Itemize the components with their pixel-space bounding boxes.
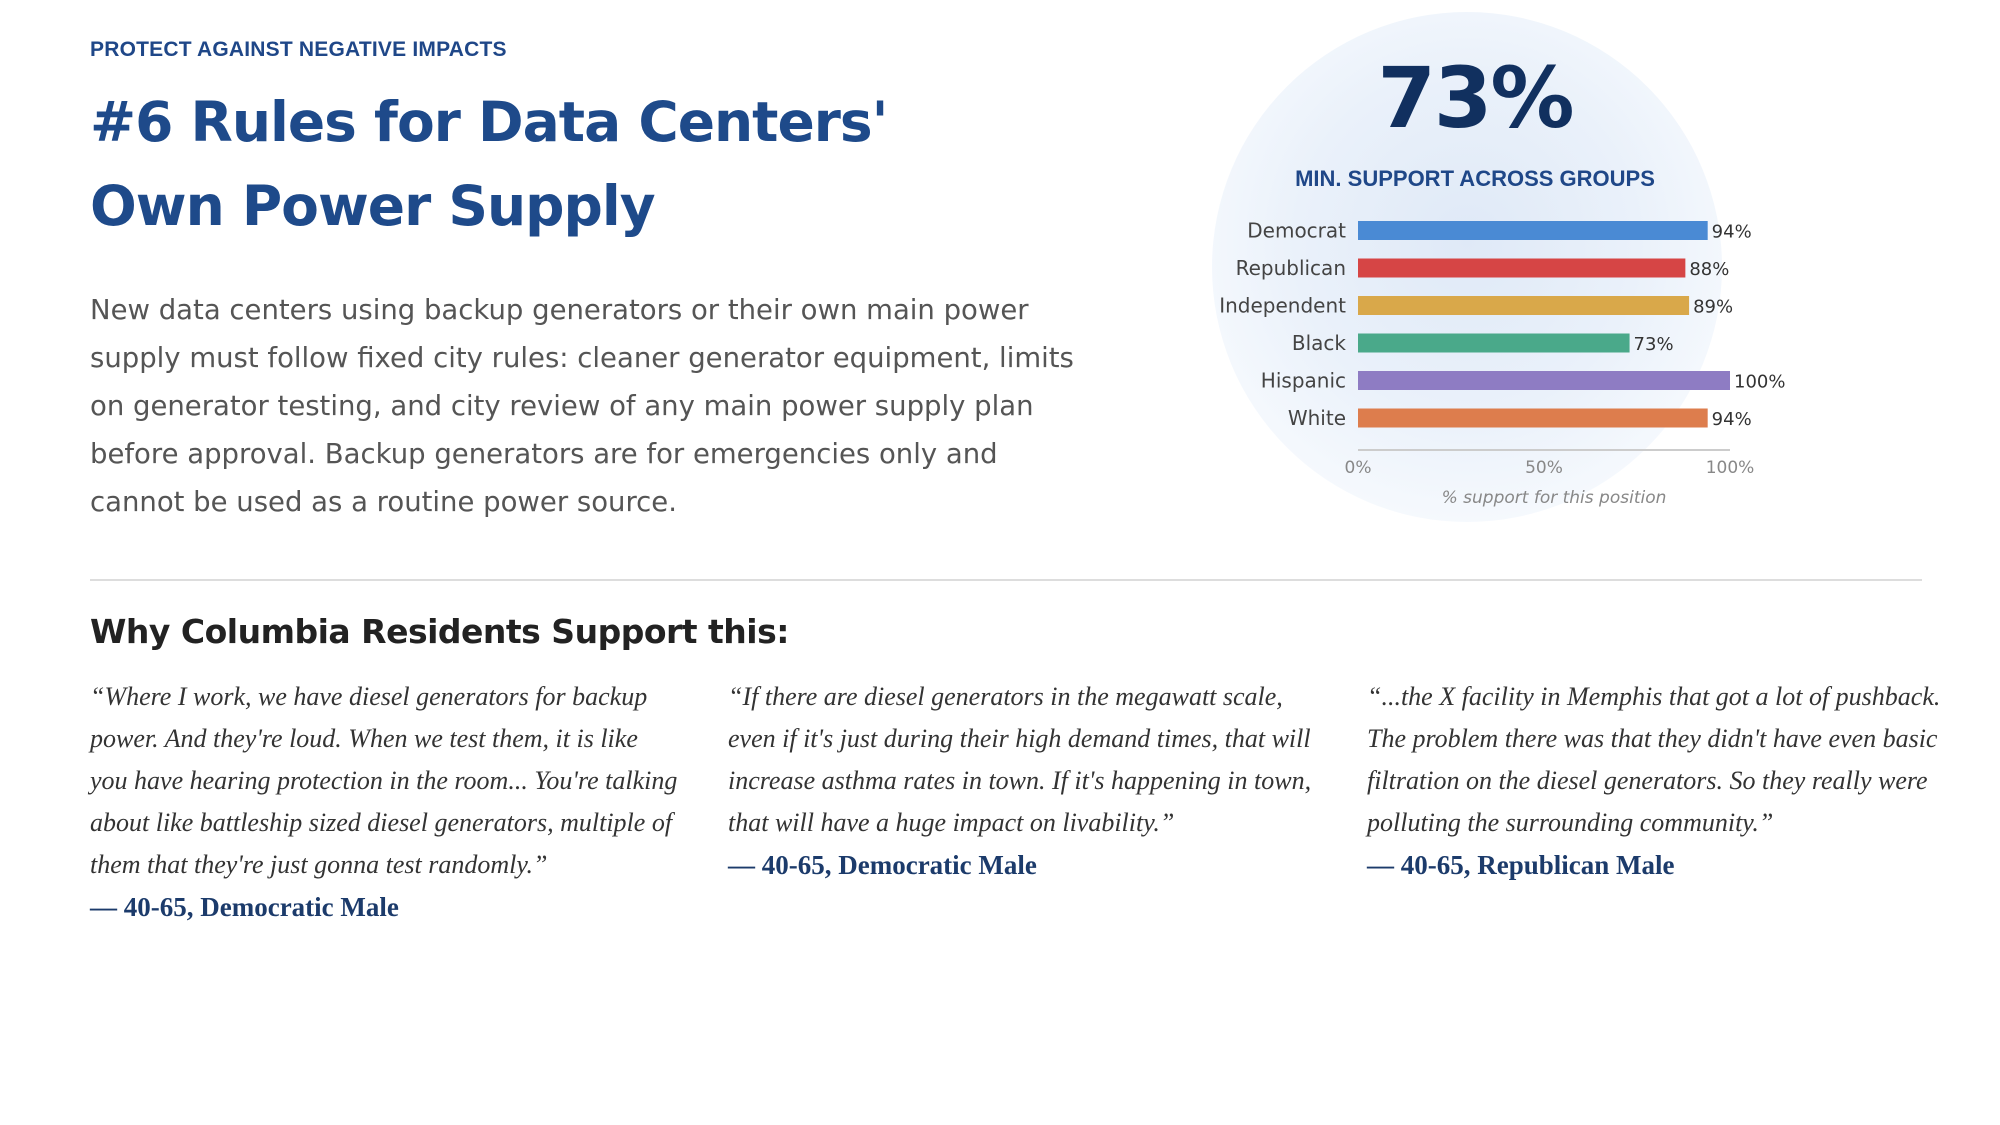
category-label-white: White	[1288, 406, 1346, 430]
category-label-republican: Republican	[1236, 256, 1346, 280]
bar-black	[1358, 333, 1630, 353]
policy-description: New data centers using backup generators…	[90, 294, 1074, 518]
bar-republican	[1358, 258, 1686, 278]
eyebrow-label: PROTECT AGAINST NEGATIVE IMPACTS	[90, 38, 507, 61]
quote-text: “...the X facility in Memphis that got a…	[1367, 682, 1941, 837]
value-label-republican: 88%	[1689, 259, 1729, 280]
x-tick-label: 50%	[1525, 458, 1563, 478]
category-label-hispanic: Hispanic	[1261, 369, 1346, 393]
bar-white	[1358, 408, 1708, 428]
value-label-independent: 89%	[1693, 297, 1733, 318]
x-axis-label: % support for this position	[1442, 488, 1667, 508]
value-label-democrat: 94%	[1712, 222, 1752, 243]
category-label-black: Black	[1292, 331, 1347, 355]
quote-card-3: “...the X facility in Memphis that got a…	[1367, 676, 1957, 886]
x-tick-label: 100%	[1706, 458, 1755, 478]
bar-hispanic	[1358, 371, 1730, 390]
value-label-hispanic: 100%	[1734, 372, 1785, 393]
bar-independent	[1358, 296, 1690, 315]
x-tick-label: 0%	[1345, 458, 1372, 478]
quote-card-1: “Where I work, we have diesel generators…	[90, 676, 680, 928]
headline-stat-value: 73%	[1377, 49, 1574, 147]
quote-attribution: — 40-65, Democratic Male	[90, 892, 399, 922]
value-label-black: 73%	[1634, 334, 1674, 355]
quote-text: “If there are diesel generators in the m…	[728, 682, 1312, 837]
category-label-democrat: Democrat	[1247, 219, 1346, 243]
quote-attribution: — 40-65, Republican Male	[1367, 850, 1675, 880]
category-label-independent: Independent	[1219, 294, 1346, 318]
bar-democrat	[1358, 221, 1708, 240]
support-bar-chart: Democrat 94% Republican 88% Independent 89% Bl…	[1219, 219, 1785, 509]
headline-stat-label: MIN. SUPPORT ACROSS GROUPS	[1295, 166, 1655, 191]
section-divider	[90, 579, 1922, 581]
page-title: #6 Rules for Data Centers' Own Power Sup…	[90, 90, 888, 238]
quote-attribution: — 40-65, Democratic Male	[728, 850, 1037, 880]
quote-text: “Where I work, we have diesel generators…	[90, 682, 678, 879]
why-heading: Why Columbia Residents Support this:	[90, 612, 789, 651]
value-label-white: 94%	[1712, 409, 1752, 430]
quote-card-2: “If there are diesel generators in the m…	[728, 676, 1318, 886]
